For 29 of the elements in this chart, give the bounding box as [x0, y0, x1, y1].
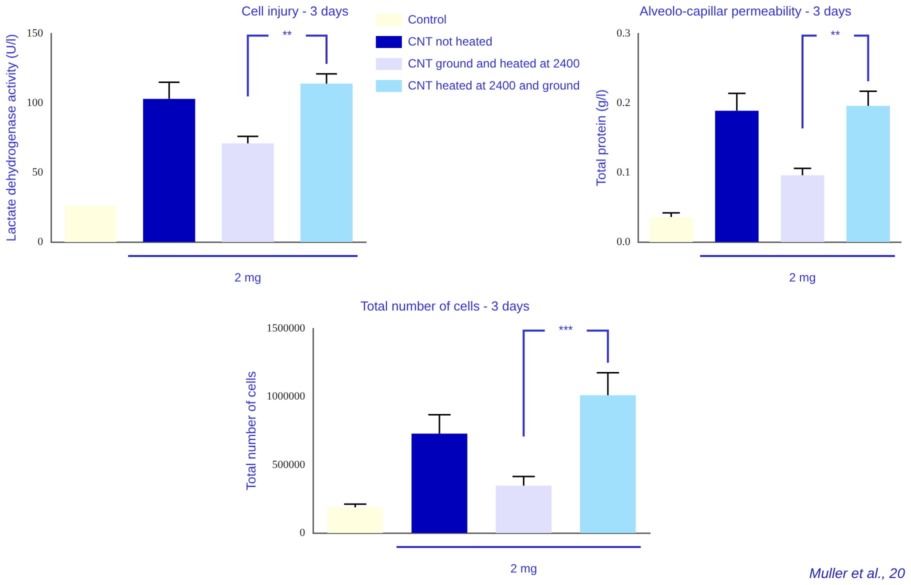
- y-tick-label: 0: [300, 526, 306, 539]
- annotation: ***: [558, 322, 574, 337]
- chart-title: Cell injury - 3 days: [242, 3, 349, 18]
- y-tick-label: 0.0: [616, 236, 631, 248]
- y-axis-title: Total number of cells: [243, 370, 258, 490]
- y-tick-label: 1500000: [266, 322, 306, 334]
- legend-label: CNT ground and heated at 2400: [408, 56, 580, 70]
- y-tick-label: 500000: [272, 458, 306, 471]
- y-tick-label: 1000000: [266, 390, 306, 403]
- chart-title: Total number of cells - 3 days: [360, 298, 530, 314]
- annotation: **: [830, 28, 840, 42]
- y-tick-label: 0.1: [616, 166, 630, 178]
- annotation: **: [282, 28, 292, 42]
- text: 2 mg: [789, 270, 816, 284]
- y-axis-title: Total protein (g/l): [593, 89, 608, 186]
- chart-title: Alveolo-capillar permeability - 3 days: [640, 3, 852, 18]
- y-tick-label: 0: [38, 236, 44, 248]
- y-tick-label: 0.3: [616, 27, 631, 40]
- legend-label: CNT heated at 2400 and ground: [408, 78, 580, 92]
- y-tick-label: 100: [26, 96, 44, 109]
- text: 2 mg: [510, 561, 538, 576]
- text: Muller et al., 20: [809, 565, 905, 581]
- legend-label: Control: [408, 12, 447, 26]
- y-tick-label: 0.2: [616, 96, 630, 109]
- y-axis-title: Lactate dehydrogenase activity (U/l): [3, 34, 18, 242]
- text: 2 mg: [234, 270, 262, 284]
- legend-label: CNT not heated: [408, 34, 492, 48]
- y-tick-label: 150: [26, 27, 44, 40]
- y-tick-label: 50: [32, 166, 44, 178]
